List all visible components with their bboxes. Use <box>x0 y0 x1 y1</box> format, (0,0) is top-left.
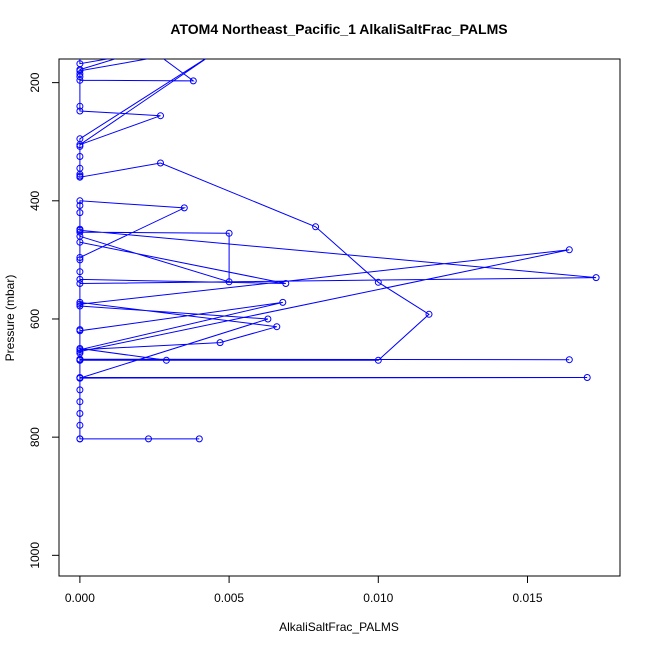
data-point <box>76 298 84 306</box>
data-point <box>76 280 84 287</box>
data-point <box>279 298 287 306</box>
x-axis-label: AlkaliSaltFrac_PALMS <box>279 620 399 634</box>
data-point <box>76 102 84 110</box>
data-point <box>225 229 233 237</box>
series-line <box>79 59 597 440</box>
data-point <box>76 142 84 150</box>
plot-area <box>76 59 600 443</box>
data-point <box>76 349 84 357</box>
data-point <box>565 246 573 254</box>
y-tick-label: 600 <box>28 309 42 329</box>
x-tick-label: 0.010 <box>363 591 393 605</box>
data-point <box>76 268 84 276</box>
data-point <box>76 398 84 406</box>
data-point <box>76 225 84 233</box>
y-axis-label: Pressure (mbar) <box>3 275 17 362</box>
data-point <box>157 112 164 120</box>
data-point <box>374 278 382 286</box>
data-point <box>195 435 203 443</box>
y-axis: 200 400 600 800 1000 <box>28 72 59 569</box>
data-point <box>264 315 272 323</box>
data-point <box>189 77 197 85</box>
y-tick-label: 1000 <box>28 542 42 569</box>
data-point <box>76 153 84 160</box>
plot-frame <box>58 58 621 577</box>
data-point <box>76 302 84 310</box>
data-point <box>162 356 170 364</box>
data-point <box>583 374 591 381</box>
y-tick-label: 200 <box>28 72 42 92</box>
data-point <box>225 278 233 286</box>
data-point <box>145 435 152 443</box>
data-point <box>157 159 164 167</box>
data-point <box>76 107 84 115</box>
data-point <box>76 209 84 217</box>
data-point <box>312 223 320 231</box>
data-point <box>76 67 84 75</box>
data-point <box>76 326 84 334</box>
data-point <box>374 356 382 364</box>
data-point <box>76 135 84 143</box>
x-tick-label: 0.015 <box>512 591 542 605</box>
data-point <box>76 197 84 205</box>
data-point <box>76 254 84 261</box>
data-point <box>273 323 281 331</box>
data-point <box>216 339 224 347</box>
y-tick-label: 800 <box>28 427 42 447</box>
chart-title: ATOM4 Northeast_Pacific_1 AlkaliSaltFrac… <box>170 21 507 37</box>
data-point <box>180 204 188 212</box>
data-point <box>76 173 84 181</box>
data-point <box>76 386 84 394</box>
data-point <box>76 70 84 78</box>
x-tick-label: 0.005 <box>214 591 244 605</box>
data-point <box>76 256 84 264</box>
data-point <box>592 274 600 282</box>
data-point <box>76 238 84 246</box>
data-point <box>76 346 84 354</box>
y-tick-label: 400 <box>28 190 42 210</box>
x-tick-label: 0.000 <box>65 591 95 605</box>
x-axis: 0.000 0.005 0.010 0.015 <box>65 576 543 605</box>
data-point <box>76 275 84 283</box>
data-point <box>425 310 433 318</box>
data-point <box>282 280 290 287</box>
data-point <box>76 410 84 417</box>
data-point <box>76 374 84 382</box>
data-point <box>76 202 84 209</box>
data-point <box>76 435 84 443</box>
data-point <box>565 356 573 364</box>
data-point <box>76 421 84 429</box>
